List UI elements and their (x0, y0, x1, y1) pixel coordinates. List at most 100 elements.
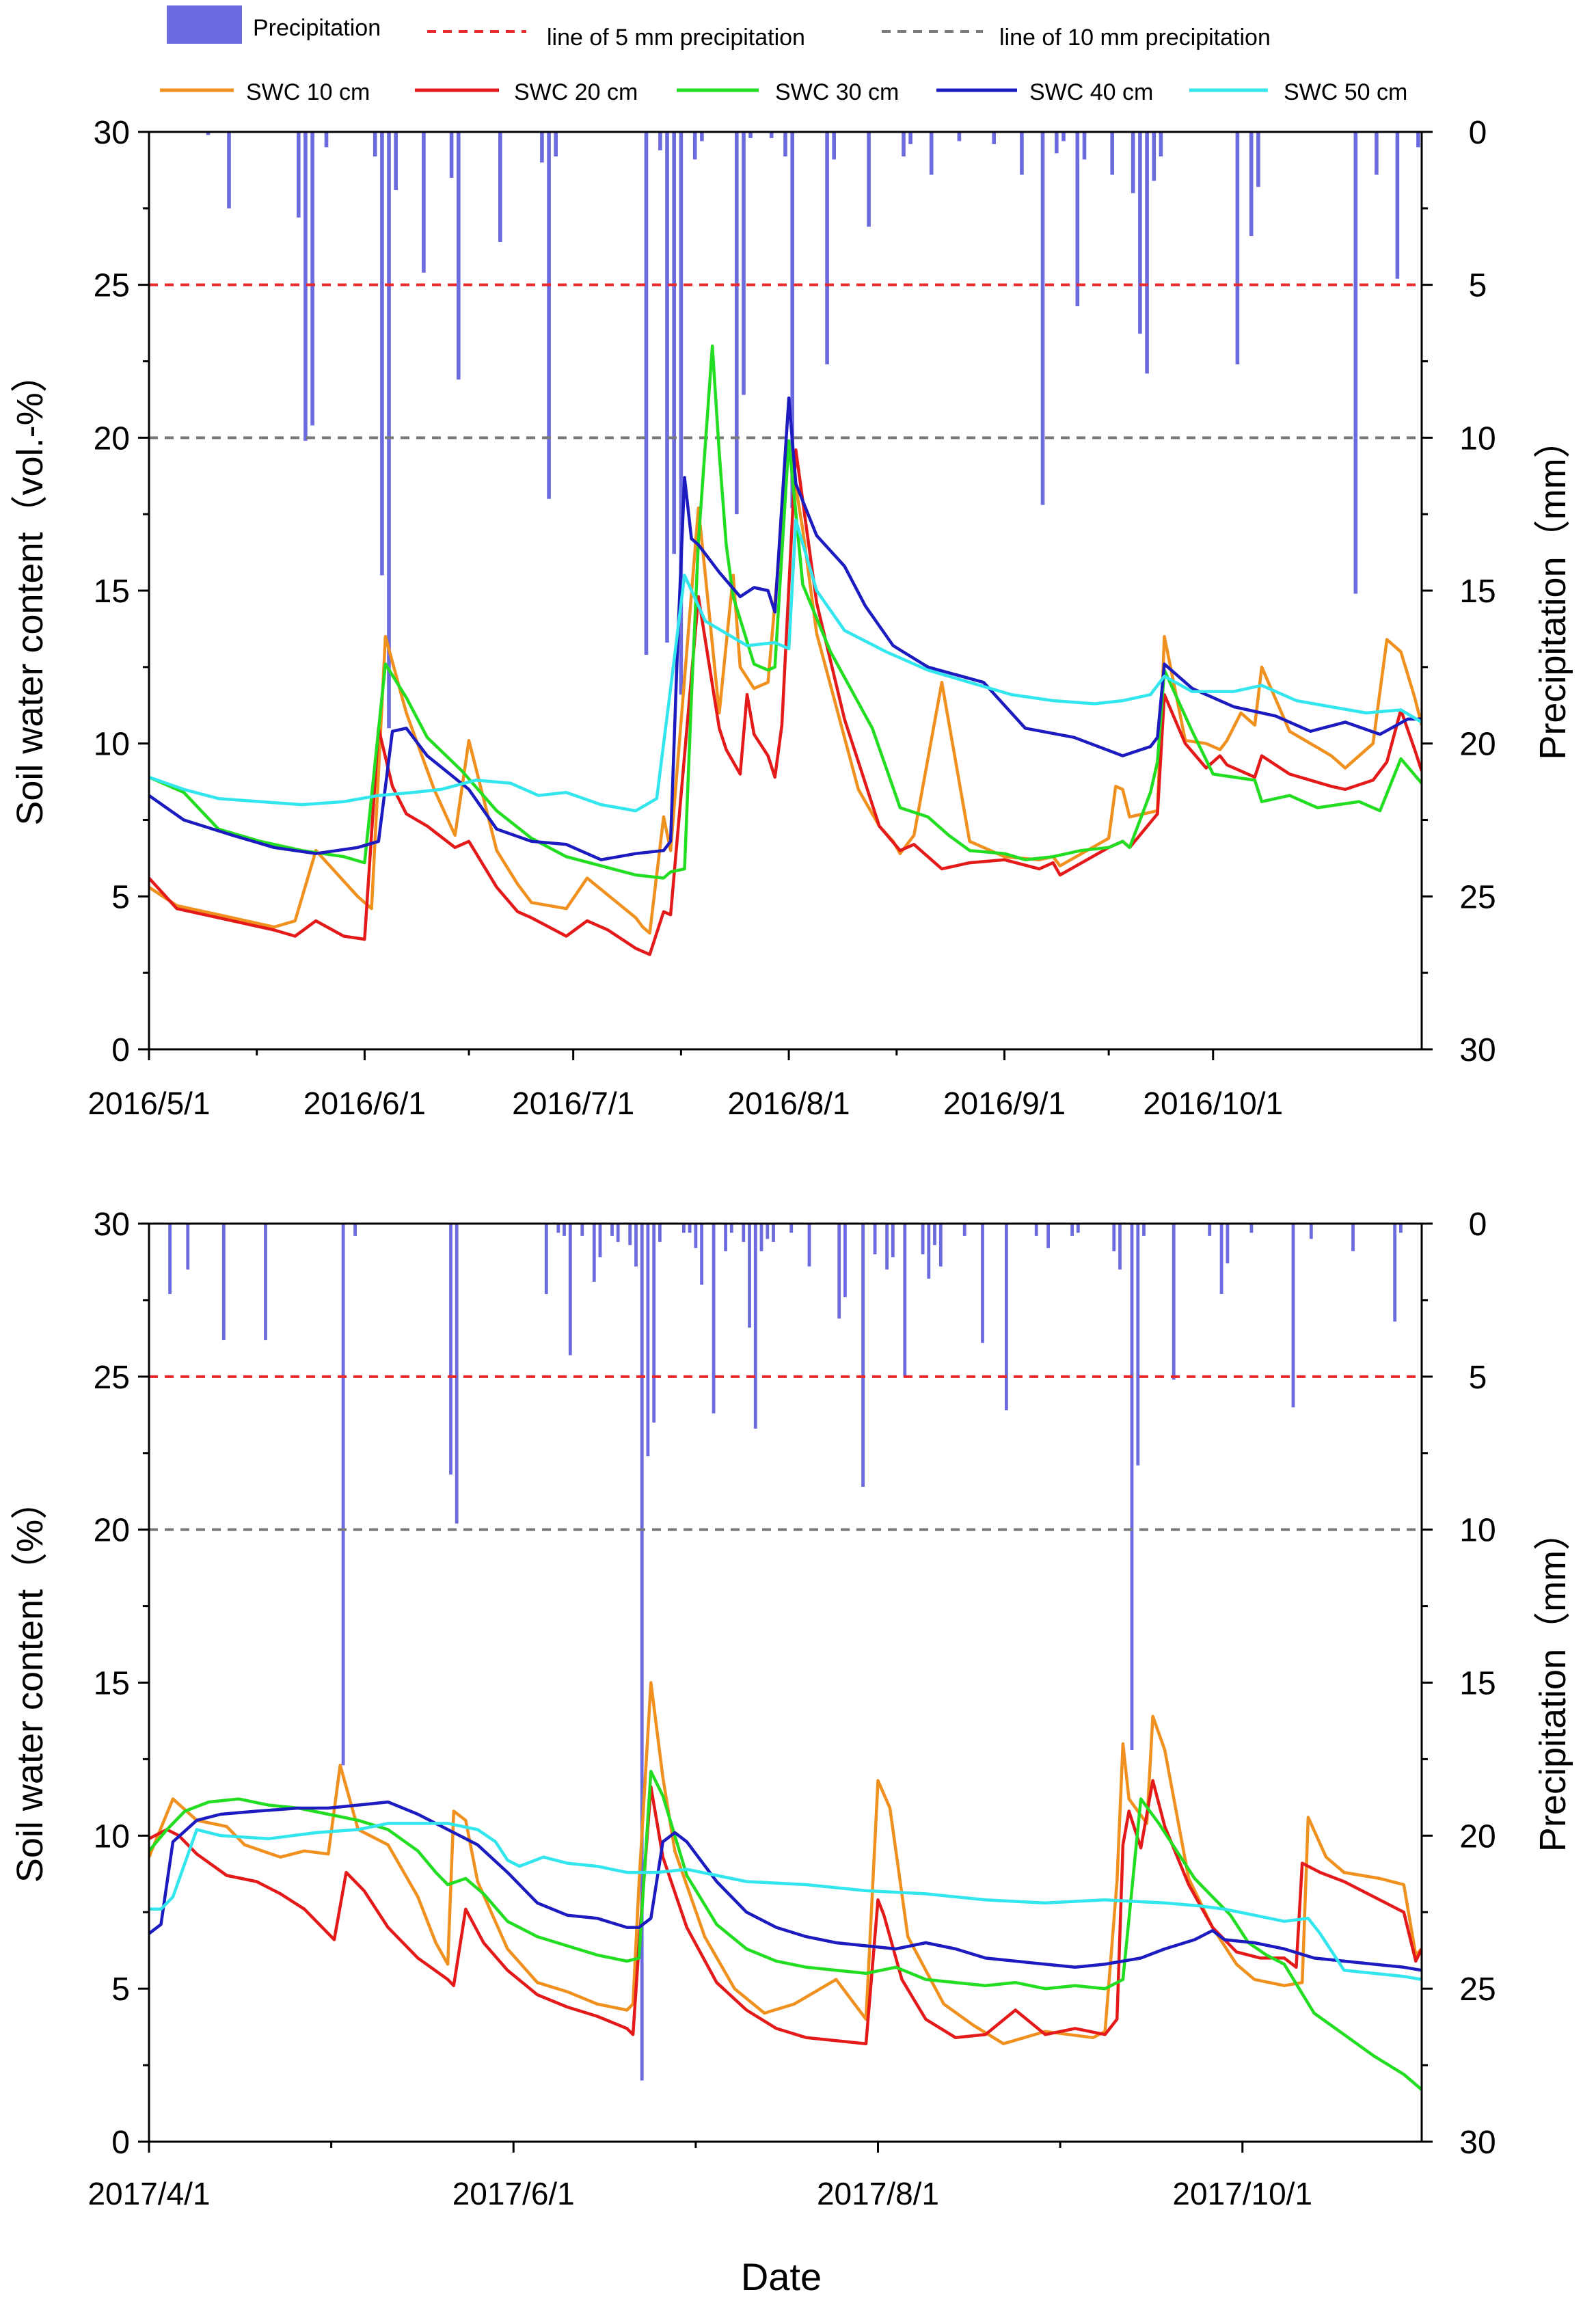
y2-tick-label: 5 (1469, 268, 1487, 304)
x-tick-label: 2017/8/1 (817, 2176, 939, 2211)
precipitation-bar (556, 1224, 560, 1233)
precipitation-bar (981, 1224, 984, 1343)
y2-axis-title: Precipitation（mm） (1532, 1513, 1573, 1852)
precipitation-bar (1005, 1224, 1008, 1411)
y2-tick-label: 30 (1459, 2125, 1496, 2161)
y2-axis-title: Precipitation（mm） (1532, 421, 1573, 759)
precipitation-bar (498, 132, 502, 242)
y-tick-label: 20 (94, 1513, 130, 1549)
precipitation-bar (769, 132, 774, 138)
precipitation-bar (766, 1224, 770, 1239)
precipitation-bar (843, 1224, 847, 1297)
precipitation-bar (682, 1224, 686, 1233)
precipitation-bar (753, 1224, 757, 1429)
precipitation-bar (885, 1224, 889, 1270)
precipitation-bar (679, 132, 684, 695)
precipitation-bar (688, 1224, 692, 1233)
precipitation-bar (672, 132, 676, 554)
precipitation-bar (1226, 1224, 1230, 1264)
plot-frame (148, 1222, 1423, 2143)
precipitation-bar (1070, 1224, 1074, 1236)
precipitation-bar (652, 1224, 656, 1423)
precipitation-bar (1351, 1224, 1355, 1252)
precipitation-bar (933, 1224, 936, 1245)
precipitation-bar (640, 1224, 644, 2081)
y2-tick-label: 10 (1459, 1513, 1496, 1549)
precipitation-bar (1112, 1224, 1116, 1252)
x-tick-label: 2016/5/1 (87, 1086, 210, 1121)
precipitation-bar (1353, 132, 1358, 594)
y-tick-label: 30 (94, 115, 130, 151)
precipitation-bar (790, 132, 794, 509)
precipitation-bar (1138, 132, 1142, 334)
precipitation-bar (724, 1224, 727, 1252)
precipitation-bar (867, 132, 871, 227)
y-tick-label: 5 (111, 1971, 130, 2008)
precipitation-bar (422, 132, 426, 273)
precipitation-bar (303, 132, 308, 441)
precipitation-bar (1040, 132, 1045, 505)
precipitation-bar (832, 132, 836, 160)
y-tick-label: 0 (111, 1032, 130, 1068)
precipitation-bar (646, 1224, 650, 1457)
series-line-swc10 (149, 1681, 1422, 2045)
precipitation-bar (341, 1224, 345, 1766)
precipitation-bar (610, 1224, 614, 1236)
legend: Precipitation line of 5 mm precipitation… (160, 5, 1407, 105)
y-tick-label: 10 (94, 1818, 130, 1855)
precipitation-bar (735, 132, 739, 515)
precipitation-bar (789, 1224, 794, 1233)
precipitation-bar (547, 132, 551, 499)
precipitation-bar (644, 132, 649, 655)
precipitation-bar (373, 132, 377, 157)
precipitation-bar (1082, 132, 1087, 160)
precipitation-bar (700, 132, 704, 142)
precipitation-bar (310, 132, 314, 426)
precipitation-bar (1235, 132, 1240, 364)
precipitation-bar (1256, 132, 1260, 187)
precipitation-bar (729, 1224, 733, 1233)
precipitation-bar (580, 1224, 584, 1236)
x-tick-label: 2017/4/1 (87, 2176, 210, 2211)
precipitation-bar (353, 1224, 357, 1236)
precipitation-bar (873, 1224, 877, 1254)
precipitation-bar (1172, 1224, 1176, 1380)
precipitation-bar (938, 1224, 943, 1267)
legend-label-line10: line of 10 mm precipitation (999, 25, 1271, 51)
chart-panel-2017: 0 5 10 15 20 25 30 30 25 20 15 10 5 0 2017/4/1 2017/6/1… (10, 1207, 1573, 2211)
y-axis-title: Soil water content（%） (10, 1483, 51, 1883)
x-tick-label: 2017/10/1 (1172, 2176, 1312, 2211)
legend-label-swc50: SWC 50 cm (1284, 79, 1407, 105)
precipitation-bar (772, 1224, 775, 1242)
precipitation-bar (908, 132, 912, 144)
precipitation-bar (891, 1224, 895, 1258)
y2-tick-label: 30 (1459, 1032, 1496, 1068)
x-axis-title: Date (741, 2255, 822, 2298)
precipitation-bar (962, 1224, 966, 1236)
x-tick-label: 2016/6/1 (303, 1086, 426, 1121)
precipitation-bar (554, 132, 558, 157)
plot-area (149, 132, 1422, 956)
precipitation-bar (903, 1224, 907, 1377)
series-line-swc30 (149, 344, 1422, 880)
y-tick-label: 0 (111, 2125, 130, 2161)
precipitation-bar (1249, 1224, 1254, 1233)
precipitation-bar (1375, 132, 1379, 175)
precipitation-bar (759, 1224, 763, 1252)
precipitation-bar (628, 1224, 632, 1245)
precipitation-bar (694, 1224, 698, 1248)
precipitation-bar (568, 1224, 572, 1356)
legend-swatch-precipitation (167, 5, 242, 44)
precipitation-bar (748, 1224, 751, 1328)
precipitation-bar (168, 1224, 172, 1294)
precipitation-bar (1208, 1224, 1212, 1236)
precipitation-bar (324, 132, 329, 148)
y-axis-title: Soil water content（vol.-%） (10, 355, 51, 825)
precipitation-bar (712, 1224, 716, 1414)
precipitation-bar (592, 1224, 596, 1282)
precipitation-bar (380, 132, 384, 576)
series-line-swc20 (149, 448, 1422, 956)
precipitation-bar (1061, 132, 1066, 142)
y-tick-label: 25 (94, 268, 130, 304)
precipitation-bar (1076, 1224, 1080, 1233)
